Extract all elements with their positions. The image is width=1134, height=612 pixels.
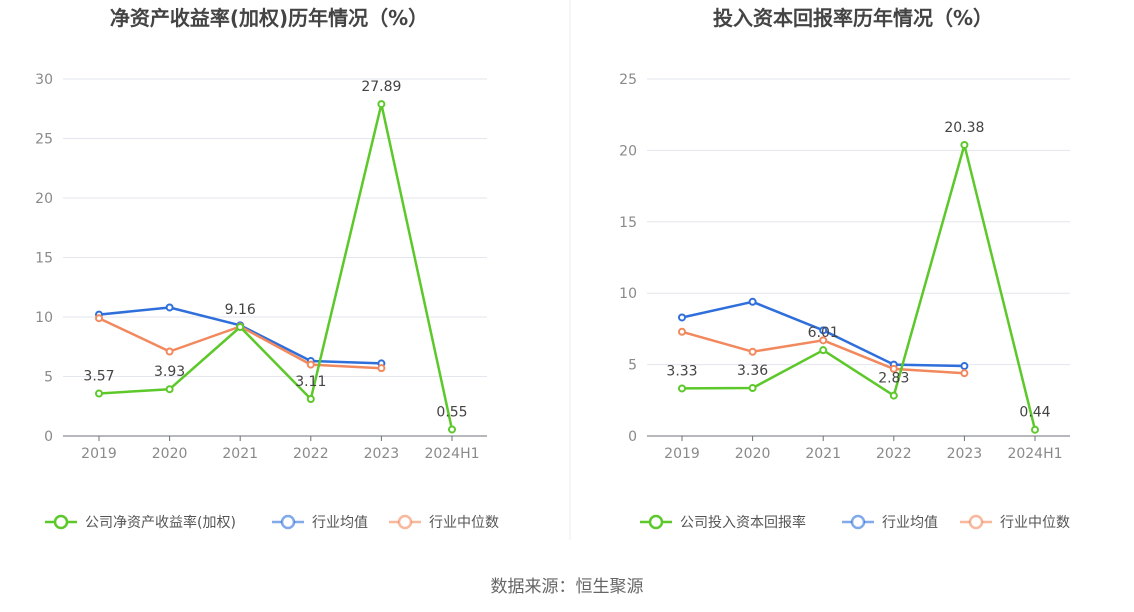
data-label: 3.11 xyxy=(295,374,326,390)
data-source: 数据来源：恒生聚源 xyxy=(491,577,644,597)
legend-marker xyxy=(648,514,664,530)
x-tick-label: 2019 xyxy=(664,446,700,462)
data-label: 0.55 xyxy=(436,404,467,420)
data-point xyxy=(889,391,898,400)
data-point xyxy=(748,347,757,356)
data-point xyxy=(377,100,386,109)
x-tick-label: 2023 xyxy=(947,446,983,462)
y-tick-label: 10 xyxy=(619,286,637,302)
data-point xyxy=(960,140,969,149)
data-label: 20.38 xyxy=(944,120,984,136)
series-line-0 xyxy=(681,143,1037,431)
data-label: 2.83 xyxy=(878,371,909,387)
data-label: 3.36 xyxy=(737,363,768,379)
legend-item[interactable]: 公司投入资本回报率 xyxy=(640,514,806,531)
legend-marker xyxy=(968,514,984,530)
data-point xyxy=(678,313,686,322)
y-tick-label: 25 xyxy=(619,72,637,88)
x-tick-label: 2020 xyxy=(152,446,188,462)
y-tick-label: 10 xyxy=(35,310,53,326)
data-label: 6.01 xyxy=(808,325,839,341)
y-tick-label: 20 xyxy=(35,191,53,207)
data-point xyxy=(819,346,828,355)
data-point xyxy=(819,336,828,345)
legend-item[interactable]: 公司净资产收益率(加权) xyxy=(45,514,236,531)
data-label: 3.33 xyxy=(666,363,697,379)
data-point xyxy=(165,347,174,356)
data-label: 3.57 xyxy=(83,369,114,385)
y-tick-label: 0 xyxy=(44,429,53,445)
data-point xyxy=(678,327,686,336)
data-point xyxy=(748,384,757,393)
chart-roic: 投入资本回报率历年情况（%） 0 5 10 15 20 25 2019 2020 2021 202… xyxy=(619,6,1070,531)
y-tick-label: 20 xyxy=(619,143,637,159)
y-tick-label: 30 xyxy=(35,72,53,88)
data-point xyxy=(748,297,757,306)
legend-item[interactable]: 行业中位数 xyxy=(389,514,499,531)
data-point xyxy=(448,425,456,434)
data-point xyxy=(165,385,174,394)
data-label: 0.44 xyxy=(1019,405,1050,421)
data-point xyxy=(165,303,174,312)
chart-title: 净资产收益率(加权)历年情况（%） xyxy=(110,6,428,30)
data-point xyxy=(236,322,245,331)
chart-title: 投入资本回报率历年情况（%） xyxy=(713,6,993,30)
legend-label: 公司净资产收益率(加权) xyxy=(85,514,236,531)
y-tick-label: 5 xyxy=(44,370,53,386)
legend-item[interactable]: 行业均值 xyxy=(272,514,368,531)
data-label: 9.16 xyxy=(225,302,256,318)
x-tick-label: 2021 xyxy=(805,446,841,462)
data-point xyxy=(306,394,315,403)
legend-item[interactable]: 行业中位数 xyxy=(960,514,1070,531)
legend-label: 行业中位数 xyxy=(429,515,499,531)
legend-label: 行业均值 xyxy=(312,515,368,531)
y-tick-label: 25 xyxy=(35,132,53,148)
legend-label: 行业均值 xyxy=(882,515,938,531)
data-point xyxy=(95,314,103,323)
x-tick-label: 2021 xyxy=(222,446,258,462)
legend-label: 公司投入资本回报率 xyxy=(680,514,806,531)
legend-item[interactable]: 行业均值 xyxy=(842,514,938,531)
legend-label: 行业中位数 xyxy=(1000,515,1070,531)
data-point xyxy=(95,389,103,398)
legend-marker xyxy=(53,514,69,530)
series-line-0 xyxy=(98,102,454,430)
y-tick-label: 5 xyxy=(628,358,637,374)
legend-marker xyxy=(280,514,296,530)
legend-marker xyxy=(850,514,866,530)
data-point xyxy=(819,326,828,335)
x-tick-label: 2024H1 xyxy=(424,446,479,462)
y-tick-label: 15 xyxy=(35,251,53,267)
data-point xyxy=(377,364,386,373)
x-tick-label: 2023 xyxy=(364,446,400,462)
x-tick-label: 2019 xyxy=(81,446,117,462)
data-point xyxy=(1031,425,1039,434)
chart-roe: 净资产收益率(加权)历年情况（%） 0 5 10 15 20 25 30 2019 2020 20… xyxy=(35,6,499,531)
data-point xyxy=(960,362,969,371)
data-label: 3.93 xyxy=(154,364,185,380)
legend-marker xyxy=(397,514,413,530)
data-label: 27.89 xyxy=(361,79,401,95)
x-tick-label: 2022 xyxy=(293,446,329,462)
x-tick-label: 2022 xyxy=(876,446,912,462)
data-point xyxy=(678,384,686,393)
data-point xyxy=(306,360,315,369)
x-tick-label: 2024H1 xyxy=(1007,446,1062,462)
data-point xyxy=(960,369,969,378)
y-tick-label: 15 xyxy=(619,215,637,231)
y-tick-label: 0 xyxy=(628,429,637,445)
data-point xyxy=(889,364,898,373)
x-tick-label: 2020 xyxy=(735,446,771,462)
